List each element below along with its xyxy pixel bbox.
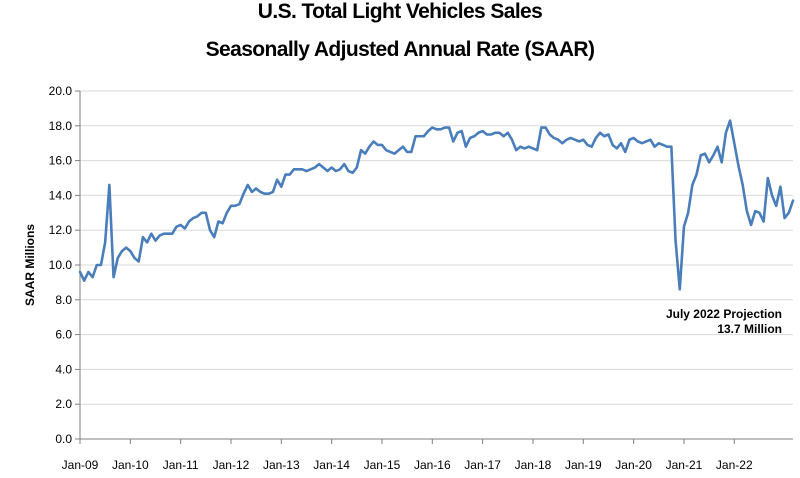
annotation-line-1: July 2022 Projection <box>666 307 782 321</box>
x-tick-label: Jan-13 <box>263 458 300 472</box>
x-tick-label: Jan-20 <box>615 458 652 472</box>
y-tick-label: 14.0 <box>49 188 73 202</box>
y-axis-label: SAAR Millions <box>23 224 37 306</box>
y-tick-label: 10.0 <box>49 258 73 272</box>
x-tick-label: Jan-15 <box>364 458 401 472</box>
y-tick-label: 4.0 <box>55 362 72 376</box>
x-tick-label: Jan-16 <box>414 458 451 472</box>
series-group <box>78 119 795 291</box>
x-tick-label: Jan-19 <box>565 458 602 472</box>
x-tick-label: Jan-11 <box>163 458 199 472</box>
y-tick-label: 20.0 <box>49 84 73 98</box>
x-tick-label: Jan-22 <box>716 458 753 472</box>
x-tick-label: Jan-12 <box>213 458 250 472</box>
x-tick-label: Jan-10 <box>112 458 149 472</box>
chart-subtitle: Seasonally Adjusted Annual Rate (SAAR) <box>205 38 595 61</box>
x-tick-label: Jan-21 <box>666 458 703 472</box>
y-tick-label: 2.0 <box>55 397 72 411</box>
y-tick-label: 16.0 <box>49 154 73 168</box>
tick-labels: 0.0 2.0 4.0 6.0 8.0 10.0 12.0 14.0 16.0 18.0 20.0 J… <box>49 84 753 472</box>
y-tick-label: 0.0 <box>55 432 72 446</box>
annotation-line-2: 13.7 Million <box>717 322 782 336</box>
series-line <box>78 119 795 291</box>
y-tick-label: 12.0 <box>49 223 73 237</box>
y-tick-label: 8.0 <box>55 293 72 307</box>
x-tick-label: Jan-17 <box>464 458 501 472</box>
gridlines <box>80 90 793 405</box>
x-tick-label: Jan-18 <box>515 458 552 472</box>
chart-title: U.S. Total Light Vehicles Sales <box>257 0 543 23</box>
x-tick-label: Jan-14 <box>313 458 350 472</box>
axes <box>75 90 793 444</box>
x-tick-label: Jan-09 <box>62 458 99 472</box>
y-tick-label: 18.0 <box>49 119 73 133</box>
y-tick-label: 6.0 <box>55 328 72 342</box>
